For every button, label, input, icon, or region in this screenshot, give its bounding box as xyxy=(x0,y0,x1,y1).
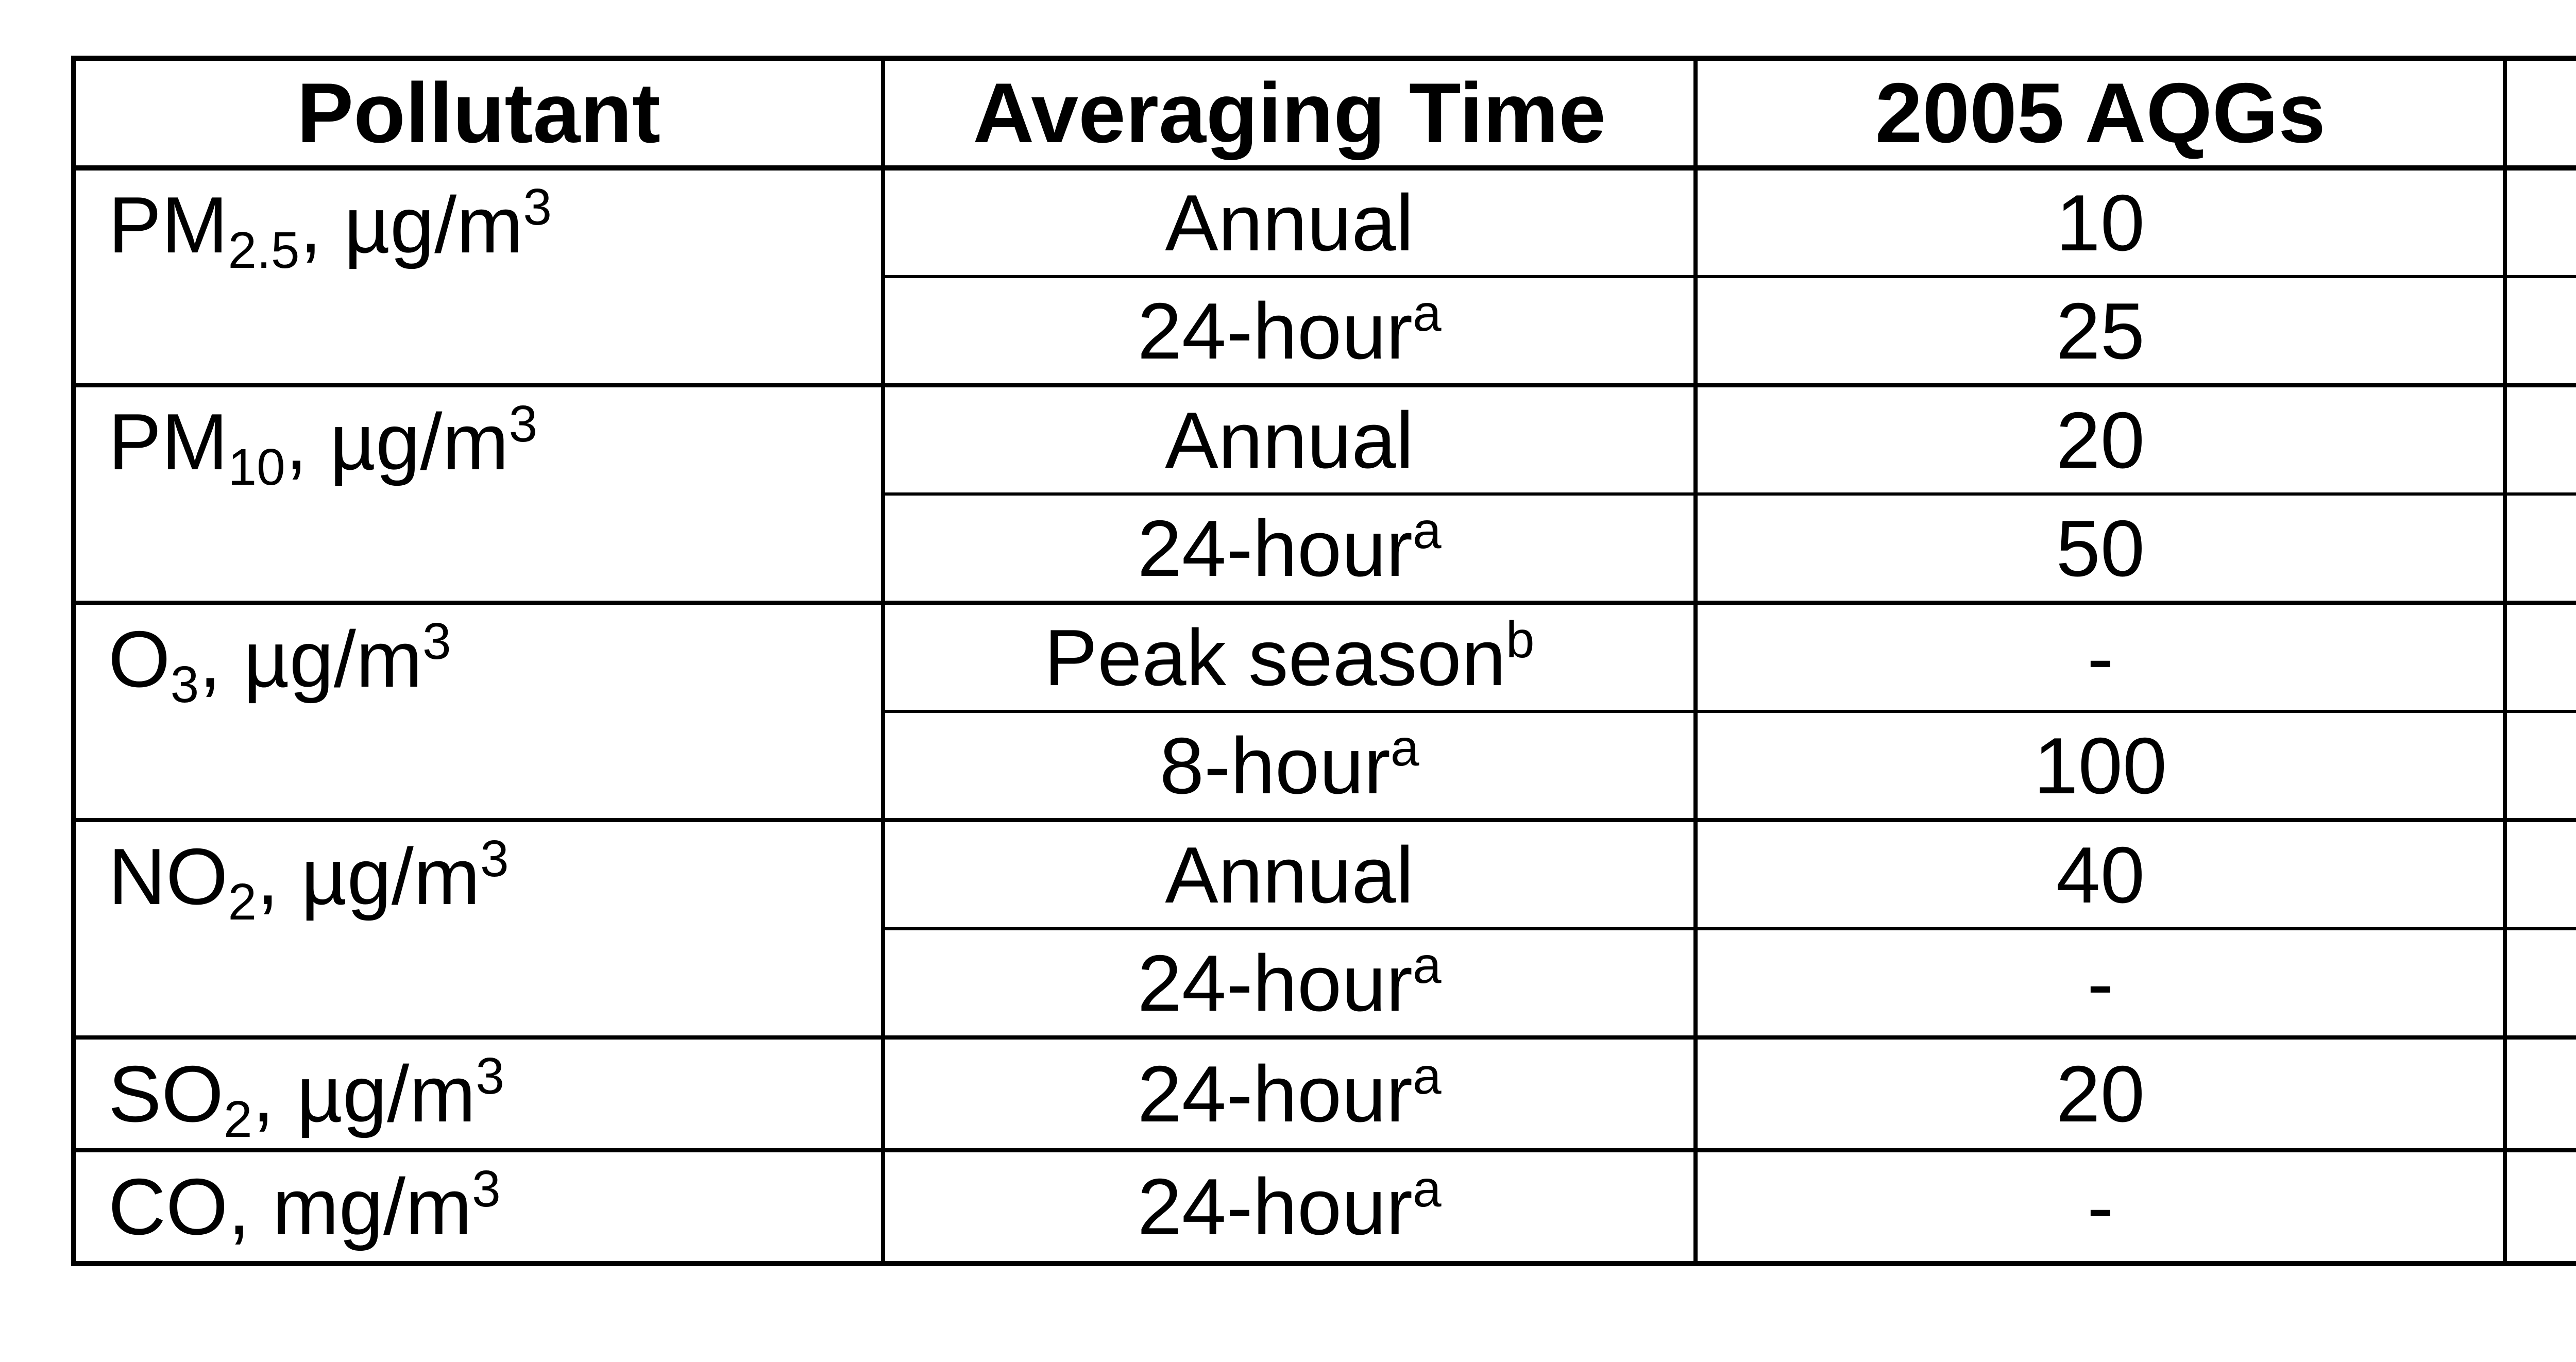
pollutant-unit-exponent: 3 xyxy=(509,395,538,453)
table-row-no2-annual: NO2, µg/m3 Annual 40 10 xyxy=(72,818,2576,1040)
pollutant-name: PM xyxy=(108,180,228,269)
aqg-2021-value-cell: 5 xyxy=(2503,166,2576,278)
aqg-2021-value-cell: 100 xyxy=(2503,710,2576,822)
pollutant-name: O xyxy=(108,615,171,704)
table-row-pm10-24hour: 24-houra 50 45 xyxy=(74,492,2576,605)
aqg-2005-value-cell: - xyxy=(1693,927,2507,1040)
pollutant-cell-pm25: PM2.5, µg/m3 xyxy=(72,166,885,387)
averaging-time-label: 24-hour xyxy=(1137,938,1413,1028)
pollutant-unit: , µg/m xyxy=(257,832,480,921)
pollutant-unit-exponent: 3 xyxy=(422,612,451,670)
aqg-2005-value-cell: 100 xyxy=(1693,710,2507,822)
pollutant-subscript: 3 xyxy=(170,656,199,713)
header-cell-2005-aqgs: 2005 AQGs xyxy=(1693,56,2507,171)
pollutant-subscript: 2 xyxy=(228,873,257,931)
pollutant-unit-exponent: 3 xyxy=(472,1160,501,1218)
pollutant-cell-o3: O3, µg/m3 xyxy=(72,601,885,822)
averaging-time-cell: Annual xyxy=(880,166,1698,278)
pollutant-unit: , µg/m xyxy=(299,180,523,269)
averaging-time-cell: Annual xyxy=(880,818,1698,930)
table-row-o3-peak-season: O3, µg/m3 Peak seasonb - 60 xyxy=(72,601,2576,822)
pollutant-subscript: 2.5 xyxy=(228,222,300,279)
averaging-time-label: 24-hour xyxy=(1137,503,1413,593)
aqg-2005-value-cell: - xyxy=(1693,1148,2507,1266)
aqg-2021-value-cell: 15 xyxy=(2503,275,2576,387)
aqg-comparison-table: Pollutant Averaging Time 2005 AQGs 2021 … xyxy=(71,56,2576,1266)
averaging-time-cell: 24-houra xyxy=(880,1035,1698,1152)
aqg-table-container: Pollutant Averaging Time 2005 AQGs 2021 … xyxy=(71,56,2576,1266)
averaging-time-label: Peak season xyxy=(1044,612,1506,702)
pollutant-subscript: 2 xyxy=(223,1091,252,1148)
aqg-2005-value-cell: 10 xyxy=(1693,166,2507,278)
pollutant-name: PM xyxy=(108,397,228,486)
averaging-time-cell: Peak seasonb xyxy=(880,601,1698,713)
pollutant-subscript: 10 xyxy=(228,438,285,496)
pollutant-name: CO xyxy=(108,1162,228,1251)
aqg-2005-value-cell: 40 xyxy=(1693,818,2507,930)
aqg-2021-value-cell: 10 xyxy=(2503,818,2576,930)
pollutant-unit: , mg/m xyxy=(228,1162,472,1251)
aqg-2005-value-cell: 50 xyxy=(1693,492,2507,605)
footnote-marker: a xyxy=(1412,1160,1442,1218)
averaging-time-cell: 8-houra xyxy=(880,710,1698,822)
header-cell-pollutant: Pollutant xyxy=(72,56,885,171)
averaging-time-label: Annual xyxy=(1165,395,1414,485)
table-row-pm25-24hour: 24-houra 25 15 xyxy=(74,275,2576,387)
aqg-2021-value-cell: 15 xyxy=(2503,383,2576,496)
header-cell-averaging-time: Averaging Time xyxy=(880,56,1698,171)
table-row-o3-8hour: 8-houra 100 100 xyxy=(74,710,2576,822)
averaging-time-label: 24-hour xyxy=(1137,286,1413,376)
pollutant-name: SO xyxy=(108,1049,224,1138)
footnote-marker: a xyxy=(1412,501,1442,559)
pollutant-unit: , µg/m xyxy=(199,615,423,704)
pollutant-unit-exponent: 3 xyxy=(523,178,552,236)
averaging-time-cell: Annual xyxy=(880,383,1698,496)
pollutant-unit-exponent: 3 xyxy=(476,1047,505,1105)
table-row-pm10-annual: PM10, µg/m3 Annual 20 15 xyxy=(72,383,2576,605)
pollutant-cell-so2: SO2, µg/m3 xyxy=(72,1035,885,1152)
header-row: Pollutant Averaging Time 2005 AQGs 2021 … xyxy=(72,56,2576,171)
table-row-pm25-annual: PM2.5, µg/m3 Annual 10 5 xyxy=(72,166,2576,387)
aqg-2005-value-cell: 20 xyxy=(1693,1035,2507,1152)
pollutant-name: NO xyxy=(108,832,228,921)
pollutant-cell-co: CO, mg/m3 xyxy=(72,1148,885,1266)
header-cell-2021-aqgs: 2021 AQGs xyxy=(2503,56,2576,171)
averaging-time-label: 8-hour xyxy=(1159,721,1391,810)
footnote-marker: b xyxy=(1505,610,1535,669)
pollutant-cell-no2: NO2, µg/m3 xyxy=(72,818,885,1040)
footnote-marker: a xyxy=(1412,936,1442,994)
averaging-time-label: 24-hour xyxy=(1137,1162,1413,1251)
averaging-time-label: Annual xyxy=(1165,830,1414,920)
table-row-so2-24hour: SO2, µg/m3 24-houra 20 40 xyxy=(72,1035,2576,1152)
aqg-2005-value-cell: 25 xyxy=(1693,275,2507,387)
averaging-time-cell: 24-houra xyxy=(880,275,1698,387)
averaging-time-label: 24-hour xyxy=(1137,1049,1413,1138)
averaging-time-label: Annual xyxy=(1165,178,1414,267)
footnote-marker: a xyxy=(1390,719,1419,777)
pollutant-cell-pm10: PM10, µg/m3 xyxy=(72,383,885,605)
averaging-time-cell: 24-houra xyxy=(880,492,1698,605)
aqg-2005-value-cell: - xyxy=(1693,601,2507,713)
footnote-marker: a xyxy=(1412,284,1442,342)
aqg-2021-value-cell: 25 xyxy=(2503,927,2576,1040)
pollutant-unit: , µg/m xyxy=(285,397,509,486)
aqg-2021-value-cell: 60 xyxy=(2503,601,2576,713)
aqg-2021-value-cell: 45 xyxy=(2503,492,2576,605)
aqg-2005-value-cell: 20 xyxy=(1693,383,2507,496)
averaging-time-cell: 24-houra xyxy=(880,927,1698,1040)
table-row-no2-24hour: 24-houra - 25 xyxy=(74,927,2576,1040)
table-row-co-24hour: CO, mg/m3 24-houra - 4 xyxy=(72,1148,2576,1266)
averaging-time-cell: 24-houra xyxy=(880,1148,1698,1266)
pollutant-unit-exponent: 3 xyxy=(480,830,509,888)
aqg-2021-value-cell: 40 xyxy=(2503,1035,2576,1152)
aqg-2021-value-cell: 4 xyxy=(2503,1148,2576,1266)
pollutant-unit: , µg/m xyxy=(252,1049,476,1138)
footnote-marker: a xyxy=(1412,1047,1442,1105)
